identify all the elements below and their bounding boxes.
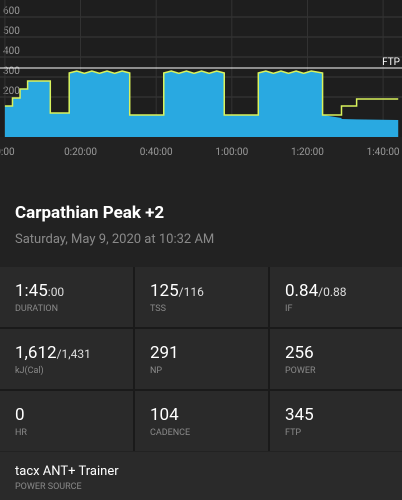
stat-value: 1:45 (15, 281, 48, 301)
stat: 345 FTP (270, 391, 402, 451)
stat: 1:45:00 DURATION (0, 267, 133, 327)
workout-date: Saturday, May 9, 2020 at 10:32 AM (15, 232, 215, 247)
stat-label: NP (150, 366, 163, 376)
y-tick-label: 600 (3, 6, 20, 17)
power-source: tacx ANT+ Trainer POWER SOURCE (0, 452, 402, 500)
stat-label: HR (15, 428, 27, 438)
target-line (4, 70, 399, 116)
x-tick-label: 1:00:00 (215, 147, 248, 158)
source-label: POWER SOURCE (15, 482, 82, 492)
stat-value: 345 (285, 405, 314, 425)
stat-value: 1,612 (15, 343, 57, 363)
stat: 104 CADENCE (135, 391, 268, 451)
ftp-label: FTP (382, 57, 400, 68)
x-tick-label: 0:40:00 (140, 147, 173, 158)
y-tick-label: 200 (3, 86, 20, 97)
workout-title: Carpathian Peak +2 (15, 203, 165, 223)
stats-grid: 1:45:00 DURATION 125/116 TSS 0.84/0.88 IF 1… (0, 267, 402, 451)
stat-label: POWER (285, 366, 316, 376)
stat: 291 NP (135, 329, 268, 389)
stat-label: IF (285, 304, 293, 314)
stat-label: FTP (285, 428, 302, 438)
stat-sub: /0.88 (318, 285, 347, 299)
stat-value: 125 (150, 281, 179, 301)
stat-label: kJ(Cal) (15, 366, 44, 376)
stat: 0.84/0.88 IF (270, 267, 402, 327)
y-tick-label: 300 (3, 66, 20, 77)
stat-value: 0 (15, 405, 25, 425)
stat-sub: :00 (47, 285, 65, 299)
stat-label: CADENCE (150, 428, 191, 438)
x-tick-label: 0:00 (0, 147, 15, 158)
source-value: tacx ANT+ Trainer (15, 464, 119, 479)
stat-label: DURATION (15, 304, 59, 314)
x-tick-label: 1:40:00 (367, 147, 400, 158)
x-tick-label: 1:20:00 (291, 147, 324, 158)
stat: 125/116 TSS (135, 267, 268, 327)
power-chart: 200 300 400 500 600 0:00 0:20:00 0:40:00 1:00:00… (0, 0, 402, 158)
stat-value: 104 (150, 405, 179, 425)
stat-value: 0.84 (285, 281, 319, 301)
stat: 0 HR (0, 391, 133, 451)
y-tick-label: 400 (3, 46, 20, 57)
stat-value: 256 (285, 343, 314, 363)
y-tick-label: 500 (3, 26, 20, 37)
x-tick-label: 0:20:00 (64, 147, 97, 158)
stat: 256 POWER (270, 329, 402, 389)
stat-value: 291 (150, 343, 179, 363)
stat-label: TSS (150, 304, 166, 314)
stat-sub: /116 (178, 285, 204, 299)
power-area (4, 71, 399, 137)
stat-sub: /1,431 (56, 347, 91, 361)
stat: 1,612/1,431 kJ(Cal) (0, 329, 133, 389)
